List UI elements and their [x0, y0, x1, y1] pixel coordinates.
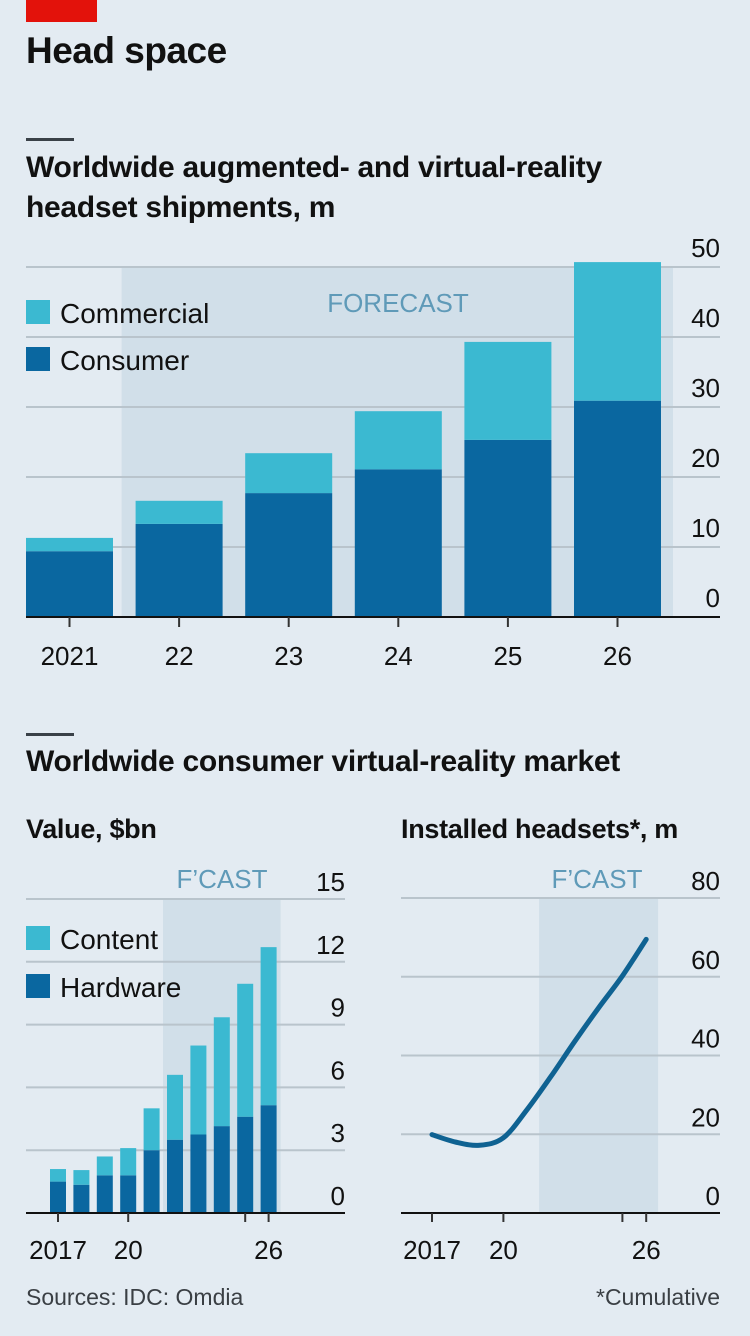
y-tick-label: 50: [691, 233, 720, 263]
bar-content: [213, 1017, 230, 1127]
bar-consumer: [26, 551, 113, 617]
y-tick-label: 30: [691, 373, 720, 403]
x-tick-label: 25: [493, 641, 522, 671]
bar-hardware: [96, 1175, 113, 1213]
bar-commercial: [464, 341, 552, 440]
bar-consumer: [464, 439, 552, 617]
bar-hardware: [190, 1134, 207, 1213]
value-chart-title: Value, $bn: [26, 814, 157, 844]
bar-commercial: [245, 453, 333, 494]
x-tick-label: 2017: [403, 1235, 461, 1265]
y-tick-label: 10: [691, 513, 720, 543]
x-tick-label: 22: [165, 641, 194, 671]
sources-note: Sources: IDC: Omdia: [26, 1284, 244, 1310]
bar-hardware: [167, 1139, 183, 1213]
bar-hardware: [73, 1184, 90, 1213]
chart1-title-line1: Worldwide augmented- and virtual-reality: [26, 151, 602, 184]
bar-content: [237, 983, 254, 1117]
legend-label-commercial: Commercial: [60, 298, 209, 329]
bar-commercial: [135, 500, 223, 524]
bar-consumer: [354, 469, 442, 617]
y-tick-label: 20: [691, 443, 720, 473]
bar-content: [73, 1170, 90, 1185]
y-tick-label: 20: [691, 1102, 720, 1132]
bar-content: [120, 1148, 137, 1176]
x-tick-label: 23: [274, 641, 303, 671]
x-tick-label: 26: [632, 1235, 661, 1265]
x-tick-label: 26: [603, 641, 632, 671]
y-tick-label: 0: [706, 583, 720, 613]
section2-title: Worldwide consumer virtual-reality marke…: [26, 745, 620, 778]
chart1-title-line2: headset shipments, m: [26, 191, 336, 224]
bar-consumer: [135, 523, 223, 617]
bar-commercial: [574, 262, 661, 401]
y-tick-label: 9: [331, 993, 345, 1023]
bar-commercial: [354, 411, 442, 470]
y-tick-label: 60: [691, 945, 720, 975]
bar-consumer: [245, 493, 333, 617]
bar-hardware: [213, 1126, 230, 1213]
headline: Head space: [26, 30, 227, 71]
bar-hardware: [120, 1175, 137, 1213]
cumulative-note: *Cumulative: [596, 1284, 720, 1310]
bar-content: [143, 1108, 160, 1151]
brand-tag: [26, 0, 97, 22]
x-tick-label: 20: [489, 1235, 518, 1265]
y-tick-label: 3: [331, 1118, 345, 1148]
y-tick-label: 80: [691, 866, 720, 896]
shipments-chart: 0 10 20 30 40 50 2021 22 23 24 25 26 Commercial Co…: [26, 233, 720, 671]
x-tick-label: 26: [254, 1235, 283, 1265]
bar-hardware: [50, 1181, 66, 1213]
y-tick-label: 40: [691, 1024, 720, 1054]
x-tick-label: 24: [384, 641, 413, 671]
legend-label-content: Content: [60, 924, 158, 955]
legend-swatch-consumer: [26, 347, 50, 371]
installed-chart-title: Installed headsets*, m: [401, 814, 679, 844]
y-tick-label: 0: [706, 1181, 720, 1211]
bar-content: [260, 947, 277, 1106]
y-tick-label: 12: [316, 930, 345, 960]
bar-content: [190, 1045, 207, 1135]
bar-commercial: [26, 537, 113, 552]
legend-swatch-content: [26, 926, 50, 950]
bar-content: [167, 1074, 183, 1140]
x-tick-label: 2021: [41, 641, 99, 671]
legend-swatch-hardware: [26, 974, 50, 998]
bar-content: [50, 1169, 66, 1182]
chart1-rule: [26, 138, 74, 141]
value-forecast-label: F’CAST: [177, 864, 268, 894]
x-tick-label: 2017: [29, 1235, 87, 1265]
x-tick-label: 20: [114, 1235, 143, 1265]
bar-consumer: [574, 400, 661, 617]
legend-label-consumer: Consumer: [60, 345, 189, 376]
installed-line: [429, 936, 649, 1148]
y-tick-label: 15: [316, 867, 345, 897]
installed-forecast-label: F’CAST: [552, 864, 643, 894]
section2-rule: [26, 733, 74, 736]
forecast-label: FORECAST: [327, 288, 469, 318]
y-tick-label: 40: [691, 303, 720, 333]
bar-content: [96, 1156, 113, 1176]
legend-label-hardware: Hardware: [60, 972, 181, 1003]
y-tick-label: 0: [331, 1181, 345, 1211]
bar-hardware: [260, 1105, 277, 1213]
y-tick-label: 6: [331, 1055, 345, 1085]
chart1-title: Worldwide augmented- and virtual-reality…: [26, 148, 602, 228]
bar-hardware: [143, 1150, 160, 1213]
legend-swatch-commercial: [26, 300, 50, 324]
bar-hardware: [237, 1116, 254, 1213]
